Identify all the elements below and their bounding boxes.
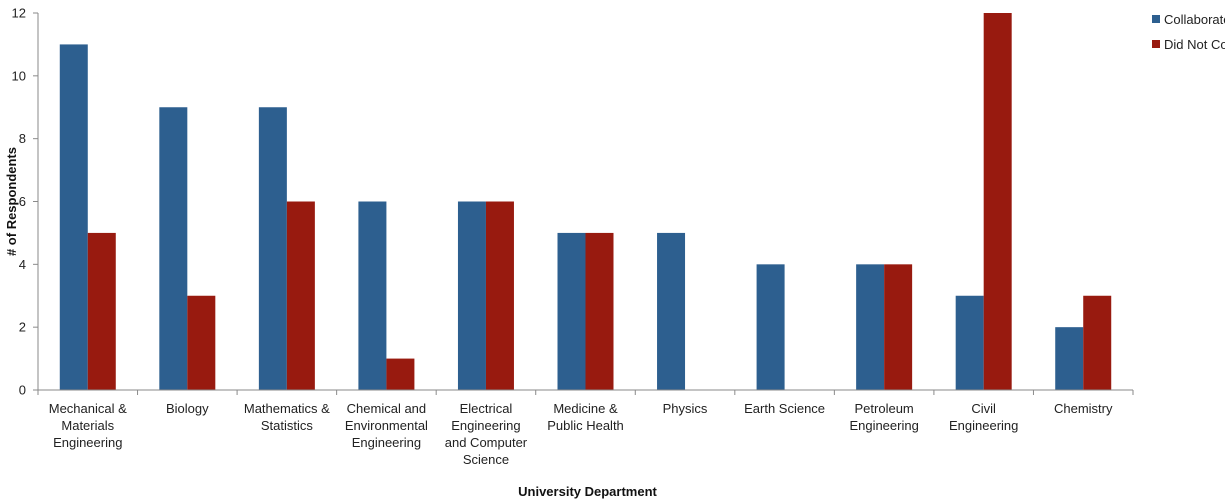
bar-not-collaborated-1 bbox=[187, 295, 216, 390]
bar-not-collaborated-8 bbox=[884, 264, 913, 390]
x-axis-title: University Department bbox=[518, 484, 657, 499]
bar-not-collaborated-0 bbox=[87, 232, 116, 390]
x-tick-label: Chemical and Environmental Engineering bbox=[345, 401, 428, 450]
x-tick-label: Petroleum Engineering bbox=[849, 401, 918, 433]
x-tick-label: Physics bbox=[663, 401, 708, 416]
bar-not-collaborated-2 bbox=[286, 201, 315, 390]
y-axis-title: # of Respondents bbox=[4, 147, 19, 256]
bar-collaborated-3 bbox=[358, 201, 387, 390]
bar-collaborated-10 bbox=[1055, 327, 1084, 390]
legend: Collaborated with Firms Did Not Collabora… bbox=[1152, 12, 1225, 52]
y-tick-label: 6 bbox=[19, 194, 26, 209]
x-tick-label: Mechanical & Materials Engineering bbox=[49, 401, 127, 450]
bar-not-collaborated-10 bbox=[1083, 295, 1112, 390]
bar-collaborated-9 bbox=[955, 295, 984, 390]
x-tick-label: Electrical Engineering and Computer Science bbox=[445, 401, 528, 467]
x-tick-label: Biology bbox=[166, 401, 209, 416]
legend-label: Collaborated with Firms bbox=[1164, 12, 1225, 27]
bar-collaborated-7 bbox=[756, 264, 785, 390]
x-tick-label: Mathematics & Statistics bbox=[244, 401, 330, 433]
bar-not-collaborated-4 bbox=[485, 201, 514, 390]
bar-collaborated-8 bbox=[856, 264, 885, 390]
x-tick-label: Medicine & Public Health bbox=[547, 401, 624, 433]
bar-collaborated-4 bbox=[457, 201, 486, 390]
bar-collaborated-2 bbox=[258, 107, 287, 390]
legend-swatch bbox=[1152, 40, 1160, 48]
legend-swatch bbox=[1152, 15, 1160, 23]
y-tick-label: 4 bbox=[19, 257, 26, 272]
y-tick-label: 0 bbox=[19, 383, 26, 398]
bar-collaborated-6 bbox=[657, 232, 686, 390]
x-tick-label: Civil Engineering bbox=[949, 401, 1018, 433]
x-tick-label: Chemistry bbox=[1054, 401, 1113, 416]
y-tick-label: 12 bbox=[12, 6, 26, 21]
x-labels-layer: Mechanical & Materials Engineering Biology M… bbox=[49, 401, 1113, 467]
y-tick-label: 8 bbox=[19, 131, 26, 146]
bars-layer bbox=[59, 13, 1112, 391]
bar-collaborated-5 bbox=[557, 232, 586, 390]
x-tick-label: Earth Science bbox=[744, 401, 825, 416]
y-ticks-layer: 0 2 4 6 8 10 12 bbox=[12, 6, 38, 398]
y-tick-label: 2 bbox=[19, 320, 26, 335]
bar-collaborated-0 bbox=[59, 44, 88, 391]
bar-not-collaborated-9 bbox=[983, 13, 1012, 390]
bar-not-collaborated-3 bbox=[386, 358, 415, 390]
bar-not-collaborated-5 bbox=[585, 232, 614, 390]
y-tick-label: 10 bbox=[12, 68, 26, 83]
legend-label: Did Not Collaborate bbox=[1164, 37, 1225, 52]
bar-collaborated-1 bbox=[159, 107, 188, 390]
